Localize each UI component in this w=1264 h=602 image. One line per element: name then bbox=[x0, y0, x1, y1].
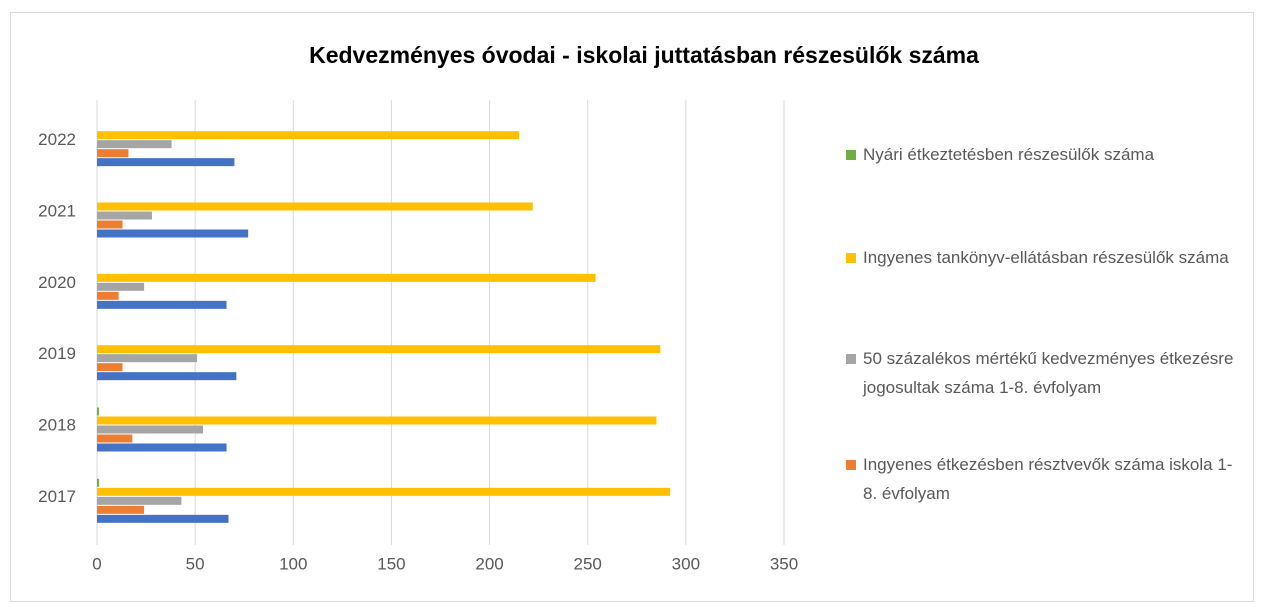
bar bbox=[97, 158, 235, 167]
x-tick-label: 150 bbox=[377, 554, 405, 573]
y-tick-label: 2020 bbox=[38, 273, 76, 292]
y-tick-label: 2017 bbox=[38, 487, 76, 506]
bar bbox=[97, 273, 596, 282]
legend-label: Ingyenes tankönyv-ellátásban részesülők … bbox=[863, 248, 1229, 267]
y-tick-label: 2021 bbox=[38, 201, 76, 220]
bar bbox=[97, 496, 182, 505]
bar bbox=[97, 229, 249, 238]
bar bbox=[97, 372, 237, 381]
bar bbox=[97, 425, 203, 434]
y-tick-label: 2018 bbox=[38, 415, 76, 434]
bar bbox=[97, 140, 172, 149]
x-tick-label: 250 bbox=[574, 554, 602, 573]
legend-item: Ingyenes étkezésben résztvevők száma isk… bbox=[846, 450, 1241, 508]
x-tick-label: 50 bbox=[186, 554, 205, 573]
y-tick-label: 2022 bbox=[38, 130, 76, 149]
legend-swatch bbox=[846, 150, 856, 160]
bar bbox=[97, 211, 152, 220]
legend-item: Ingyenes tankönyv-ellátásban részesülők … bbox=[846, 243, 1241, 272]
bar bbox=[97, 363, 123, 372]
chart-title: Kedvezményes óvodai - iskolai juttatásba… bbox=[309, 42, 979, 68]
x-tick-label: 300 bbox=[672, 554, 700, 573]
bar bbox=[97, 202, 533, 211]
x-tick-label: 100 bbox=[279, 554, 307, 573]
legend-label: Nyári étkeztetésben részesülők száma bbox=[863, 145, 1155, 164]
bar bbox=[97, 416, 657, 425]
bar bbox=[97, 300, 227, 309]
legend-item: 50 százalékos mértékű kedvezményes étkez… bbox=[846, 344, 1241, 402]
bar bbox=[97, 291, 119, 300]
y-tick-label: 2019 bbox=[38, 344, 76, 363]
bar bbox=[97, 505, 145, 514]
bar bbox=[97, 407, 99, 416]
bar bbox=[97, 220, 123, 229]
bar bbox=[97, 434, 133, 443]
bar bbox=[97, 487, 671, 496]
bar bbox=[97, 478, 99, 487]
bar bbox=[97, 131, 520, 140]
bar bbox=[97, 282, 145, 291]
x-tick-label: 350 bbox=[770, 554, 798, 573]
legend-swatch bbox=[846, 253, 856, 263]
bar bbox=[97, 149, 129, 158]
x-tick-label: 200 bbox=[475, 554, 503, 573]
x-tick-label: 0 bbox=[92, 554, 101, 573]
bar bbox=[97, 354, 198, 363]
legend-swatch bbox=[846, 354, 856, 364]
bar bbox=[97, 443, 227, 452]
legend-label: 50 százalékos mértékű kedvezményes étkez… bbox=[863, 349, 1234, 397]
legend-label: Ingyenes étkezésben résztvevők száma isk… bbox=[863, 455, 1233, 503]
bar bbox=[97, 345, 661, 354]
bar bbox=[97, 514, 229, 523]
legend-swatch bbox=[846, 460, 856, 470]
legend-item: Nyári étkeztetésben részesülők száma bbox=[846, 140, 1241, 169]
